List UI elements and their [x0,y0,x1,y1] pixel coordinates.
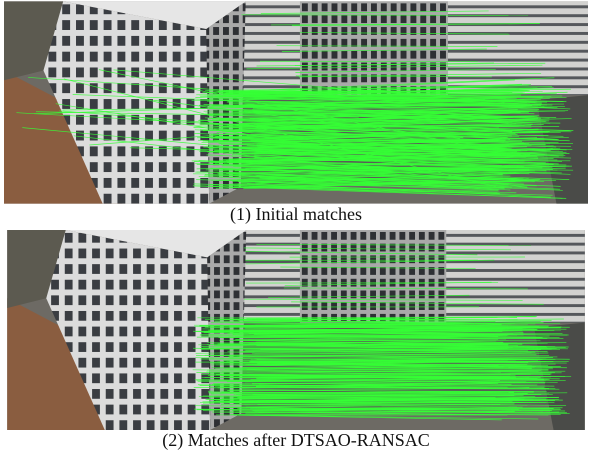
image-panel-1 [4,1,588,203]
image-panel-2 [7,230,585,430]
caption: (1) Initial matches [230,204,362,225]
caption: (2) Matches after DTSAO-RANSAC [162,430,429,451]
figure: (1) Initial matches (2) Matches after DT… [0,0,592,454]
body: (1) Initial matches (2) Matches after DT… [0,0,592,454]
page: Matches figure {"figure": {"panels": [ {… [0,0,592,454]
